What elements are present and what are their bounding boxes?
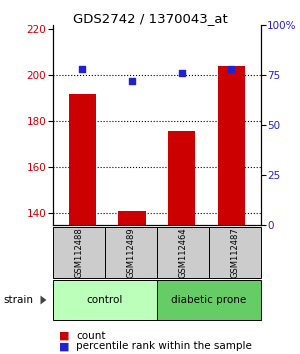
Text: count: count — [76, 331, 106, 341]
Text: ■: ■ — [58, 331, 69, 341]
Bar — [118, 211, 146, 354]
Text: control: control — [86, 295, 123, 305]
Point — [80, 66, 85, 72]
Text: diabetic prone: diabetic prone — [171, 295, 247, 305]
Point — [130, 78, 134, 84]
Bar — [69, 94, 96, 354]
Text: strain: strain — [3, 295, 33, 305]
Text: GSM112487: GSM112487 — [230, 227, 239, 278]
Point — [229, 66, 234, 72]
Bar — [168, 131, 195, 354]
Point — [179, 70, 184, 76]
Text: GSM112464: GSM112464 — [178, 227, 187, 278]
Text: percentile rank within the sample: percentile rank within the sample — [76, 341, 252, 351]
Bar — [218, 66, 245, 354]
Text: GSM112488: GSM112488 — [74, 227, 83, 278]
Text: GDS2742 / 1370043_at: GDS2742 / 1370043_at — [73, 12, 227, 25]
Text: GSM112489: GSM112489 — [126, 227, 135, 278]
Text: ■: ■ — [58, 341, 69, 351]
